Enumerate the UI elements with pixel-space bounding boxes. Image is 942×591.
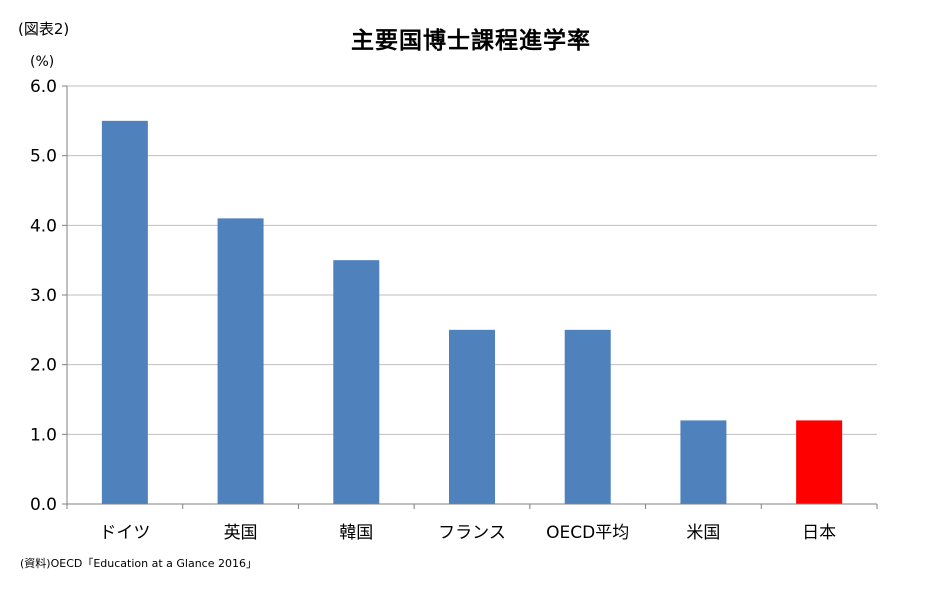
- y-tick-label: 2.0: [30, 356, 57, 376]
- y-tick-label: 5.0: [30, 147, 57, 167]
- y-tick-label: 1.0: [30, 425, 57, 445]
- bar: [796, 420, 843, 504]
- y-tick-label: 4.0: [30, 216, 57, 236]
- x-category-label: ドイツ: [99, 523, 150, 543]
- bar: [449, 329, 495, 504]
- bar: [564, 329, 611, 504]
- x-category-label: 韓国: [339, 523, 373, 543]
- x-category-label: フランス: [438, 523, 506, 543]
- y-axis-unit-label: (%): [30, 54, 55, 70]
- x-category-label: 日本: [802, 523, 836, 543]
- x-category-label: 英国: [224, 523, 258, 543]
- bars: [101, 120, 843, 504]
- bar: [680, 420, 727, 504]
- y-tick-label: 3.0: [30, 286, 57, 306]
- chart-title: 主要国博士課程進学率: [351, 28, 591, 54]
- source-note: (資料)OECD「Education at a Glance 2016」: [20, 557, 257, 570]
- figure-number-label: (図表2): [18, 20, 70, 38]
- bar: [101, 120, 148, 504]
- bar: [333, 260, 380, 504]
- axis-labels: 0.0 1.0 2.0 3.0 4.0 5.0 6.0 ドイツ 英国 韓国 フランス OECD平均 米国…: [30, 77, 836, 543]
- axes: [62, 85, 878, 509]
- y-tick-label: 6.0: [30, 77, 57, 97]
- bar: [217, 218, 264, 504]
- x-category-label: OECD平均: [546, 523, 629, 543]
- y-tick-label: 0.0: [30, 495, 57, 515]
- gridlines: [67, 85, 877, 435]
- x-category-label: 米国: [686, 523, 720, 543]
